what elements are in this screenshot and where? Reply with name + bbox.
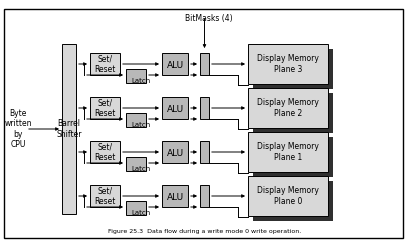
Text: ALU: ALU — [166, 61, 184, 70]
Text: Latch: Latch — [131, 210, 151, 216]
Bar — [248, 176, 328, 216]
Bar — [253, 93, 333, 133]
Bar — [162, 185, 188, 207]
Bar — [90, 97, 120, 119]
Text: Figure 25.3  Data flow during a write mode 0 write operation.: Figure 25.3 Data flow during a write mod… — [108, 229, 301, 234]
Bar — [253, 137, 333, 177]
Text: Set/
Reset: Set/ Reset — [94, 54, 116, 74]
Bar — [62, 44, 76, 214]
Text: Display Memory
Plane 0: Display Memory Plane 0 — [257, 186, 319, 206]
Text: Set/
Reset: Set/ Reset — [94, 142, 116, 162]
Bar — [248, 44, 328, 84]
Bar — [126, 157, 146, 171]
Text: Display Memory
Plane 3: Display Memory Plane 3 — [257, 54, 319, 74]
Text: ALU: ALU — [166, 150, 184, 159]
Bar — [126, 201, 146, 215]
Bar — [200, 53, 209, 75]
Text: Barrel
Shifter: Barrel Shifter — [56, 119, 82, 139]
Bar — [253, 49, 333, 89]
Bar — [248, 88, 328, 128]
Text: BitMasks (4): BitMasks (4) — [185, 14, 233, 23]
Text: Latch: Latch — [131, 122, 151, 128]
Bar — [200, 185, 209, 207]
Bar — [126, 113, 146, 127]
Bar — [90, 141, 120, 163]
Bar — [162, 141, 188, 163]
Bar — [162, 97, 188, 119]
Text: Display Memory
Plane 2: Display Memory Plane 2 — [257, 98, 319, 118]
Bar — [126, 69, 146, 83]
Bar — [90, 185, 120, 207]
Text: Display Memory
Plane 1: Display Memory Plane 1 — [257, 142, 319, 162]
Bar — [162, 53, 188, 75]
Text: Latch: Latch — [131, 78, 151, 84]
Bar — [200, 97, 209, 119]
Bar — [248, 132, 328, 172]
Text: ALU: ALU — [166, 194, 184, 203]
Bar — [90, 53, 120, 75]
Text: ALU: ALU — [166, 106, 184, 114]
Bar — [200, 141, 209, 163]
Text: Byte
written
by
CPU: Byte written by CPU — [4, 109, 32, 149]
Text: Set/
Reset: Set/ Reset — [94, 186, 116, 206]
Bar — [253, 181, 333, 221]
Text: Latch: Latch — [131, 166, 151, 172]
Text: Set/
Reset: Set/ Reset — [94, 98, 116, 118]
